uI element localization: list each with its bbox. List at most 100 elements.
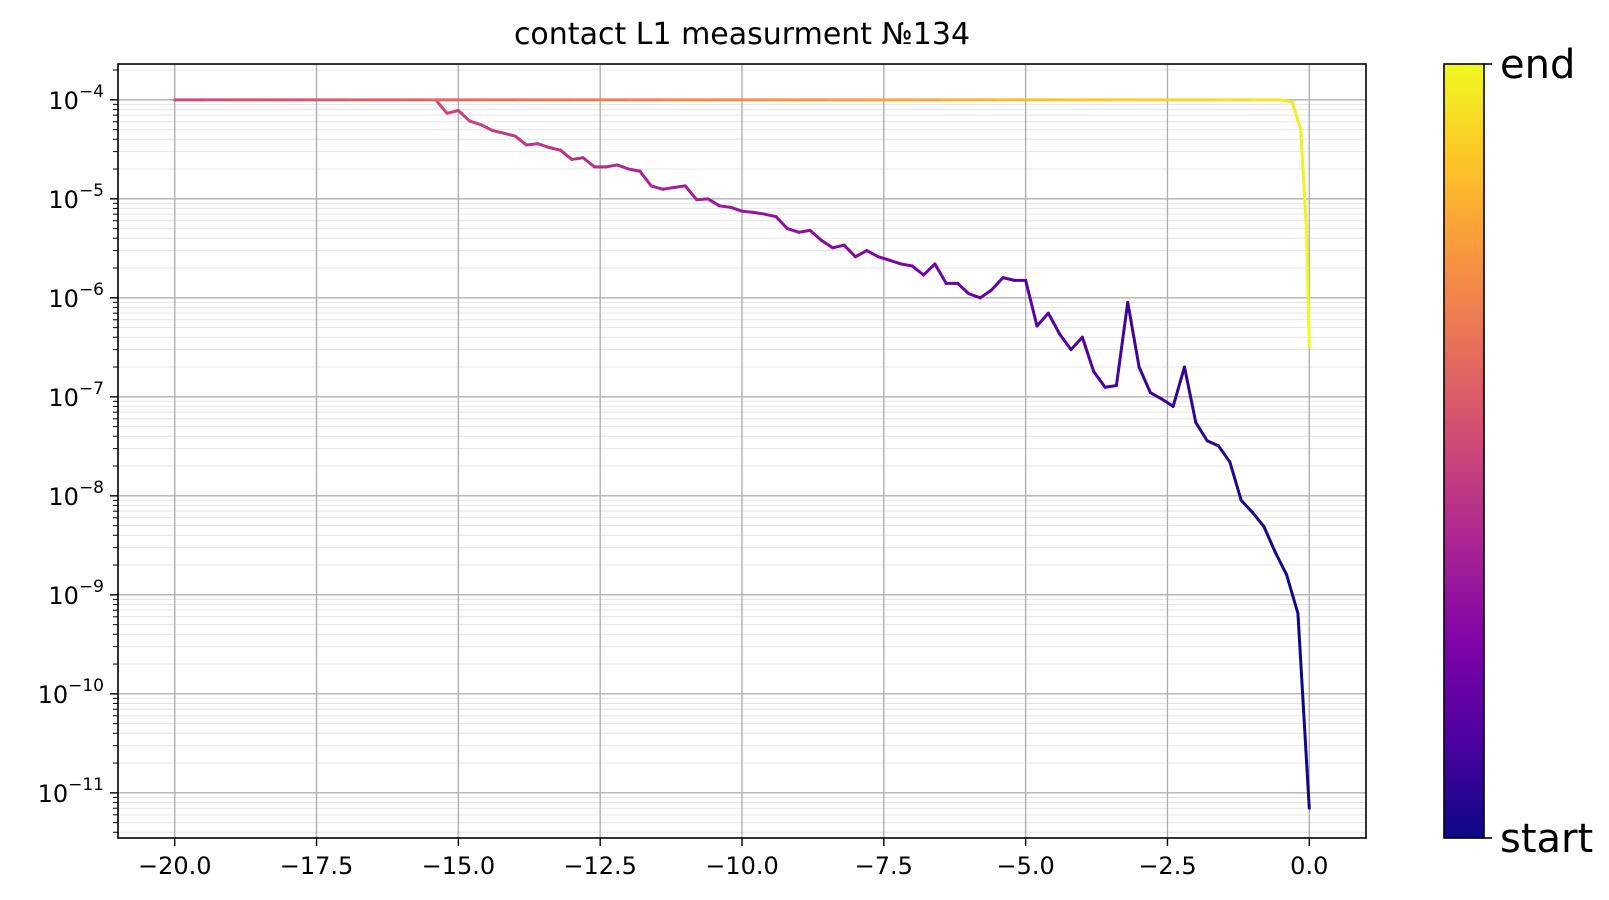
series-1-segment [1304,227,1311,349]
y-tick-label: 10−9 [48,577,104,610]
x-tick-label: −2.5 [1138,852,1196,880]
series-0-segment [1171,365,1186,408]
series-0-segment [785,227,801,234]
x-tick-label: −17.5 [280,852,354,880]
series-0-segment [479,123,494,132]
series-0-segment [853,249,869,259]
x-tick-label: −10.0 [705,852,779,880]
series-0-segment [1069,335,1084,352]
series-0-segment [967,292,982,300]
series-0-segment [751,210,767,216]
series-0-segment [706,197,721,208]
series-0-segment [922,262,937,277]
major-grid [118,64,1366,838]
series-0-segment [1148,391,1164,401]
series-0-segment [513,134,528,147]
y-tick-label: 10−10 [38,676,104,709]
series-0-segment [434,98,449,115]
series-0-segment [1228,460,1243,502]
series-layer [173,98,1311,810]
x-tick-label: −7.5 [855,852,913,880]
series-0-segment [524,142,540,147]
series-0-segment [1024,278,1039,328]
series-0-segment [615,163,631,171]
chart-title: contact L1 measurment №134 [514,17,970,52]
series-1-segment [1290,100,1303,132]
series-0-segment [1114,300,1130,388]
colorbar-label-end: end [1500,42,1575,88]
series-0-segment [1205,439,1221,448]
x-tick-label: −5.0 [996,852,1054,880]
colorbar-label-start: start [1500,816,1593,862]
series-0-segment [581,156,597,169]
series-0-segment [956,281,971,296]
y-tick-label: 10−5 [48,181,104,214]
series-0-segment [649,184,665,191]
series-0-segment [683,184,699,202]
colorbar-gradient [1443,63,1485,839]
series-0-segment [1296,611,1311,810]
series-0-segment [1251,510,1266,529]
colorbar: end start [1443,42,1593,862]
series-0-segment [831,243,846,250]
series-0-segment [604,163,619,169]
series-0-segment [1273,550,1289,577]
series-1-segment [1299,128,1308,231]
series-0-segment [627,167,642,173]
series-0-segment [536,142,551,149]
series-0-segment [1137,365,1152,395]
x-tick-label: −20.0 [138,852,212,880]
series-0-segment [445,108,460,115]
series-0-segment [1046,311,1062,336]
series-0-segment [695,197,710,202]
series-0-segment [1194,421,1209,443]
series-0-segment [1285,573,1300,615]
y-tick-label: 10−7 [48,379,104,412]
series-0-segment [1239,498,1255,514]
series-1-segment [1279,98,1294,104]
y-tick-label: 10−4 [48,82,104,115]
series-0-segment [797,228,812,234]
x-axis: −20.0 −17.5 −15.0 −12.5 −10.0 −7.5 −5.0 −2.5 0.0 [138,838,1328,880]
y-tick-label: 10−6 [48,280,104,313]
series-0-segment [1103,384,1118,389]
series-0-segment [774,215,789,231]
series-0 [434,98,1311,810]
series-0-segment [876,255,891,262]
series-0-segment [456,108,472,123]
series-0-segment [1058,332,1073,352]
x-tick-label: −15.0 [422,852,496,880]
series-0-segment [808,228,823,242]
series-0-segment [558,148,574,161]
series-0-segment [1080,335,1096,374]
series-0-segment [899,262,914,268]
x-tick-label: −12.5 [563,852,637,880]
y-tick-label: 10−11 [38,775,104,808]
series-0-segment [763,212,778,219]
series-0-segment [1001,276,1016,282]
series-0-segment [910,264,926,277]
series-0-segment [819,238,835,250]
y-tick-label: 10−8 [48,478,104,511]
series-0-segment [1035,311,1050,328]
series-0-segment [740,209,755,214]
series-0-segment [978,288,994,300]
series-0-segment [502,131,517,138]
series-0-segment [1262,525,1277,554]
series-0-segment [547,145,562,152]
series-0-segment [672,184,687,190]
series-0-segment [729,205,744,213]
series-0-segment [1092,370,1107,389]
series-0-segment [887,258,903,266]
series-0-segment [865,249,880,259]
series-0-segment [1160,397,1175,408]
series-0-segment [570,156,585,161]
series-0-segment [661,186,676,191]
series-0-segment [468,119,483,127]
x-tick-label: 0.0 [1290,852,1328,880]
series-0-segment [990,276,1005,292]
series-0-segment [1126,300,1141,369]
y-axis: 10−4 10−5 10−6 10−7 10−8 10−9 10−10 10−11 [38,69,118,833]
series-1 [173,98,1311,349]
